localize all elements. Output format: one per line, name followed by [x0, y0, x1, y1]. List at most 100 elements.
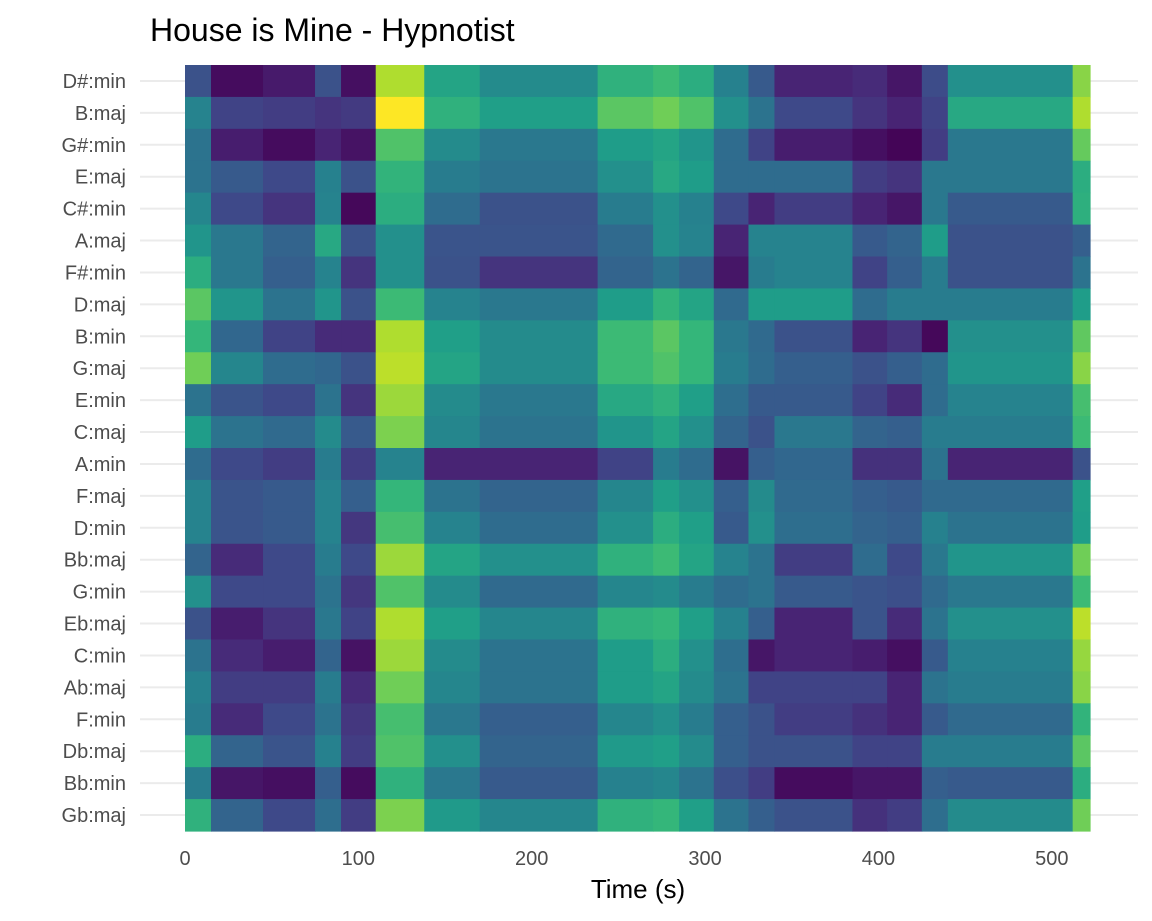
y-tick-label: F:maj: [76, 486, 126, 508]
heatmap-cell: [263, 320, 316, 353]
heatmap-cell: [748, 224, 776, 258]
y-tick-label: C:maj: [74, 422, 126, 444]
heatmap-cell: [748, 511, 776, 545]
heatmap-cell: [748, 128, 776, 162]
heatmap-cell: [852, 192, 888, 226]
heatmap-cell: [713, 735, 750, 768]
heatmap-cell: [211, 799, 264, 832]
heatmap-cell: [921, 448, 949, 481]
heatmap-cell: [263, 288, 316, 321]
heatmap-cell: [887, 479, 923, 513]
heatmap-cell: [947, 703, 1074, 736]
heatmap-cell: [479, 575, 599, 609]
y-tick-label: A:maj: [75, 231, 126, 253]
heatmap-cell: [887, 256, 923, 290]
x-axis-tick-labels: 0 100 200 300 400 500: [179, 848, 1068, 870]
heatmap-cell: [597, 767, 654, 800]
heatmap-cell: [263, 735, 316, 768]
heatmap-cell: [341, 192, 377, 226]
heatmap-cell: [1072, 352, 1091, 385]
heatmap-cell: [947, 479, 1074, 513]
heatmap-cell: [263, 224, 316, 258]
heatmap-cell: [263, 384, 316, 417]
heatmap-cell: [375, 479, 425, 513]
heatmap-cell: [479, 416, 599, 449]
heatmap-cell: [921, 735, 949, 768]
y-tick-label: B:min: [75, 326, 126, 348]
heatmap-cell: [315, 160, 342, 194]
heatmap-cell: [947, 416, 1074, 449]
heatmap-cell: [852, 511, 888, 545]
heatmap-cell: [375, 639, 425, 673]
heatmap-cell: [947, 575, 1074, 609]
heatmap-cell: [887, 96, 923, 130]
heatmap-cell: [211, 384, 264, 417]
heatmap-cell: [947, 607, 1074, 641]
heatmap-cells: [185, 65, 1091, 832]
y-tick-label: C:min: [74, 645, 126, 667]
heatmap-cell: [479, 384, 599, 417]
chart-title: House is Mine - Hypnotist: [150, 12, 515, 48]
heatmap-cell: [748, 192, 776, 226]
heatmap-cell: [1072, 543, 1091, 577]
heatmap-cell: [887, 384, 923, 417]
heatmap-cell: [653, 352, 680, 385]
heatmap-cell: [713, 192, 750, 226]
heatmap-cell: [774, 192, 854, 226]
heatmap-cell: [315, 416, 342, 449]
heatmap-cell: [263, 607, 316, 641]
heatmap-cell: [375, 96, 425, 130]
heatmap-cell: [852, 128, 888, 162]
heatmap-cell: [597, 639, 654, 673]
heatmap-cell: [921, 192, 949, 226]
heatmap-cell: [341, 128, 377, 162]
heatmap-cell: [947, 543, 1074, 577]
heatmap-cell: [185, 479, 212, 513]
y-tick-label: G:min: [73, 582, 126, 604]
heatmap-cell: [263, 767, 316, 800]
heatmap-cell: [479, 703, 599, 736]
heatmap-cell: [713, 224, 750, 258]
heatmap-cell: [653, 799, 680, 832]
heatmap-cell: [653, 65, 680, 98]
heatmap-cell: [947, 160, 1074, 194]
heatmap-cell: [424, 160, 481, 194]
heatmap-cell: [887, 65, 923, 98]
heatmap-cell: [341, 639, 377, 673]
heatmap-cell: [1072, 416, 1091, 449]
heatmap-cell: [947, 128, 1074, 162]
heatmap-cell: [1072, 192, 1091, 226]
heatmap-cell: [1072, 224, 1091, 258]
heatmap-cell: [887, 160, 923, 194]
heatmap-cell: [479, 543, 599, 577]
heatmap-cell: [185, 703, 212, 736]
heatmap-cell: [479, 160, 599, 194]
heatmap-cell: [185, 224, 212, 258]
heatmap-cell: [947, 224, 1074, 258]
heatmap-cell: [341, 543, 377, 577]
heatmap-cell: [679, 224, 715, 258]
heatmap-cell: [341, 160, 377, 194]
heatmap-cell: [887, 448, 923, 481]
heatmap-cell: [185, 65, 212, 98]
heatmap-cell: [713, 479, 750, 513]
heatmap-cell: [653, 224, 680, 258]
y-tick-label: F#:min: [65, 262, 126, 284]
heatmap-cell: [211, 639, 264, 673]
heatmap-cell: [774, 256, 854, 290]
heatmap-cell: [211, 352, 264, 385]
heatmap-cell: [713, 384, 750, 417]
heatmap-cell: [887, 128, 923, 162]
heatmap-cell: [852, 160, 888, 194]
heatmap-cell: [713, 128, 750, 162]
heatmap-cell: [748, 799, 776, 832]
heatmap-cell: [341, 479, 377, 513]
heatmap-cell: [653, 192, 680, 226]
heatmap-cell: [315, 96, 342, 130]
heatmap-cell: [748, 256, 776, 290]
heatmap-cell: [679, 575, 715, 609]
heatmap-cell: [479, 448, 599, 481]
heatmap-cell: [185, 607, 212, 641]
heatmap-cell: [679, 767, 715, 800]
